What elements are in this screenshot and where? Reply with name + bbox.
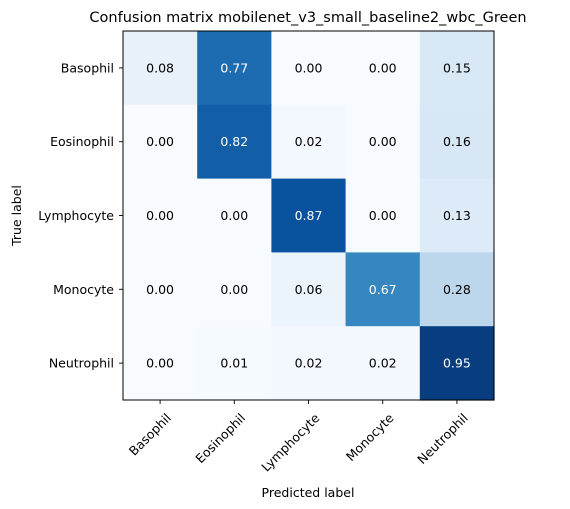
heatmap-cell-lymphocyte-eosinophil xyxy=(197,178,272,253)
heatmap-cell-neutrophil-eosinophil xyxy=(197,326,272,401)
y-tick-label-lymphocyte: Lymphocyte xyxy=(38,208,114,223)
x-tick-label-neutrophil: Neutrophil xyxy=(414,410,471,467)
cell-value-label: 0.00 xyxy=(369,208,397,223)
heatmap-cell-lymphocyte-lymphocyte xyxy=(271,178,347,253)
heatmap-cell-basophil-basophil xyxy=(123,31,198,106)
y-tick-label-eosinophil: Eosinophil xyxy=(50,134,114,149)
y-axis-label: True label xyxy=(9,185,24,247)
heatmap-cell-basophil-eosinophil xyxy=(197,31,272,106)
y-tick-label-basophil: Basophil xyxy=(61,60,114,75)
heatmap-cells: 0.08 0.77 0.00 0.00 0.15 0.00 0.82 0.02 0.00 0.16… xyxy=(123,31,495,401)
heatmap-cell-neutrophil-neutrophil xyxy=(419,326,495,401)
y-tick-label-neutrophil: Neutrophil xyxy=(49,356,114,371)
cell-value-label: 0.00 xyxy=(220,282,248,297)
heatmap-cell-monocyte-neutrophil xyxy=(419,252,495,327)
x-tick-label-basophil: Basophil xyxy=(126,410,174,458)
heatmap-cell-monocyte-monocyte xyxy=(345,252,421,327)
chart-title: Confusion matrix mobilenet_v3_small_base… xyxy=(89,10,526,26)
cell-value-label: 0.15 xyxy=(443,60,471,75)
heatmap-cell-lymphocyte-basophil xyxy=(123,178,198,253)
cell-value-label: 0.02 xyxy=(295,356,323,371)
heatmap-cell-eosinophil-eosinophil xyxy=(197,104,272,180)
cell-value-label: 0.02 xyxy=(295,134,323,149)
cell-value-label: 0.06 xyxy=(295,282,323,297)
heatmap-cell-neutrophil-monocyte xyxy=(345,326,421,401)
cell-value-label: 0.02 xyxy=(369,356,397,371)
cell-value-label: 0.28 xyxy=(443,282,471,297)
y-tick-label-monocyte: Monocyte xyxy=(53,282,114,297)
cell-value-label: 0.08 xyxy=(146,60,174,75)
heatmap-cell-monocyte-basophil xyxy=(123,252,198,327)
x-axis-ticks: Basophil Eosinophil Lymphocyte Monocyte Neut… xyxy=(126,400,471,474)
heatmap-cell-basophil-lymphocyte xyxy=(271,31,347,106)
cell-value-label: 0.82 xyxy=(220,134,248,149)
heatmap-cell-lymphocyte-neutrophil xyxy=(419,178,495,253)
cell-value-label: 0.00 xyxy=(369,60,397,75)
heatmap-cell-monocyte-lymphocyte xyxy=(271,252,347,327)
heatmap-cell-neutrophil-lymphocyte xyxy=(271,326,347,401)
cell-value-label: 0.00 xyxy=(146,282,174,297)
x-tick-label-lymphocyte: Lymphocyte xyxy=(258,410,322,474)
cell-value-label: 0.77 xyxy=(220,60,248,75)
cell-value-label: 0.00 xyxy=(295,60,323,75)
heatmap-cell-eosinophil-lymphocyte xyxy=(271,104,347,180)
cell-value-label: 0.87 xyxy=(295,208,323,223)
heatmap-cell-neutrophil-basophil xyxy=(123,326,198,401)
cell-value-label: 0.13 xyxy=(443,208,471,223)
heatmap-cell-eosinophil-neutrophil xyxy=(419,104,495,180)
cell-value-label: 0.00 xyxy=(369,134,397,149)
cell-value-label: 0.00 xyxy=(220,208,248,223)
heatmap-cell-eosinophil-basophil xyxy=(123,104,198,180)
cell-value-label: 0.67 xyxy=(369,282,397,297)
cell-value-label: 0.00 xyxy=(146,208,174,223)
cell-value-label: 0.00 xyxy=(146,356,174,371)
heatmap-cell-basophil-monocyte xyxy=(345,31,421,106)
x-tick-label-monocyte: Monocyte xyxy=(343,410,397,464)
cell-value-label: 0.00 xyxy=(146,134,174,149)
heatmap-cell-basophil-neutrophil xyxy=(419,31,495,106)
heatmap-cell-eosinophil-monocyte xyxy=(345,104,421,180)
heatmap-cell-monocyte-eosinophil xyxy=(197,252,272,327)
heatmap-cell-lymphocyte-monocyte xyxy=(345,178,421,253)
x-tick-label-eosinophil: Eosinophil xyxy=(192,410,248,466)
cell-value-label: 0.16 xyxy=(443,134,471,149)
cell-value-label: 0.95 xyxy=(443,356,471,371)
x-axis-label: Predicted label xyxy=(262,485,355,500)
y-axis-ticks: Basophil Eosinophil Lymphocyte Monocyte Neut… xyxy=(38,60,123,371)
cell-value-label: 0.01 xyxy=(220,356,248,371)
